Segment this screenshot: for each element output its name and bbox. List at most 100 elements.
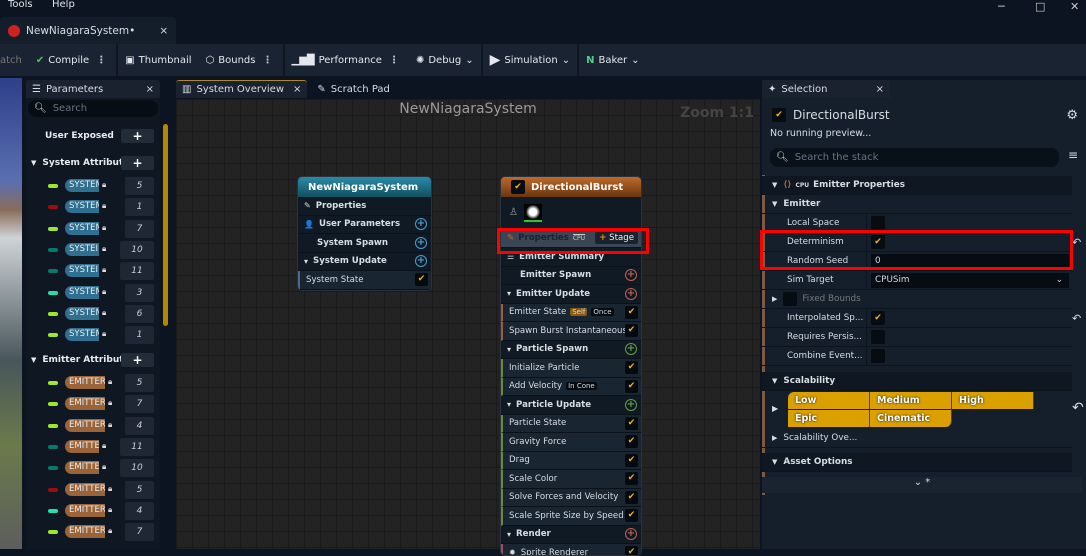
graph-canvas[interactable]: NewNiagaraSystem Zoom 1:1 NewNiagaraSyst…	[176, 99, 760, 556]
asset-options-header[interactable]: ▼ Asset Options	[762, 453, 1072, 472]
parameter-row[interactable]: EMITTE 🔒︎ 10	[26, 458, 160, 478]
baker-button[interactable]: N Baker ⌄	[579, 44, 646, 76]
module-enabled-checkbox[interactable]: ✔	[415, 273, 428, 287]
fixed-bounds-checkbox[interactable]	[783, 292, 798, 306]
emitter-attributes-header[interactable]: ▼ Emitter Attributes +	[26, 350, 160, 370]
property-row-fixed-bounds[interactable]: ▶ Fixed Bounds	[762, 290, 1072, 309]
emitter-properties-row[interactable]: ✎ Properties CPU + Stage	[501, 228, 641, 248]
add-user-parameter-button[interactable]: +	[121, 129, 154, 143]
parameter-name-pill[interactable]: SYSTEI	[65, 242, 99, 256]
scalability-level-medium[interactable]: Medium	[870, 392, 952, 409]
property-row-interpolated[interactable]: Interpolated Sp... ✔ ↶	[762, 309, 1081, 328]
close-tab-icon[interactable]: ×	[159, 24, 169, 37]
scalability-level-epic[interactable]: Epic	[788, 410, 870, 427]
close-window-button[interactable]: ✕	[1070, 0, 1080, 13]
property-row-random-seed[interactable]: Random Seed 0	[762, 252, 1072, 271]
parameter-name-pill[interactable]: EMITTER	[65, 503, 105, 517]
parameter-row[interactable]: SYSTEM🔒︎ 7	[26, 219, 160, 239]
viewport-preview[interactable]	[0, 78, 22, 549]
performance-options-icon[interactable]: ⋮	[388, 54, 399, 66]
system-attributes-header[interactable]: ▼ System Attributes +	[26, 153, 160, 173]
scalability-overrides-row[interactable]: ▶ Scalability Ove...	[762, 429, 1072, 448]
menu-tools[interactable]: Tools	[8, 0, 33, 10]
property-checkbox[interactable]	[871, 216, 885, 230]
parameter-name-pill[interactable]: SYSTEM	[65, 285, 99, 299]
parameter-name-pill[interactable]: EMITTER	[65, 418, 105, 432]
add-module-icon[interactable]: +	[415, 218, 427, 231]
simulation-button[interactable]: ▶ Simulation ⌄	[483, 44, 577, 76]
node-row[interactable]: System State ✔	[298, 271, 431, 290]
parameters-search[interactable]: 🔍︎ Search	[28, 100, 158, 117]
expand-arrow-icon[interactable]: ▶	[772, 295, 778, 303]
parameter-name-pill[interactable]: EMITTE	[65, 439, 99, 453]
module-enabled-checkbox[interactable]: ✔	[625, 546, 638, 555]
emitter-node[interactable]: ✔ DirectionalBurst ♙ ✎ Properties CPU + …	[500, 176, 642, 556]
add-module-icon[interactable]: +	[625, 269, 637, 282]
scalability-level-high[interactable]: High	[952, 392, 1034, 409]
bounds-options-icon[interactable]: ⋮	[262, 54, 273, 66]
scalability-header[interactable]: ▼ Scalability	[762, 372, 1072, 391]
parameter-name-pill[interactable]: EMITTER	[65, 482, 105, 496]
parameter-row[interactable]: SYSTEI 🔒︎ 11	[26, 261, 160, 281]
emitter-enabled-checkbox[interactable]: ✔	[511, 180, 525, 194]
node-row[interactable]: ▾ Emitter Update +	[501, 285, 641, 304]
module-enabled-checkbox[interactable]: ✔	[625, 416, 638, 430]
node-row[interactable]: Spawn Burst Instantaneous ✔	[501, 322, 641, 341]
property-row-sim-target[interactable]: Sim Target CPUSim ⌄	[762, 271, 1072, 290]
expand-arrow-icon[interactable]: ▶	[772, 404, 779, 413]
parameter-row[interactable]: EMITTER 🔒︎ 7	[26, 394, 160, 414]
show-advanced-button[interactable]: ⌄ *	[762, 477, 1082, 493]
tab-scratch-pad[interactable]: ✎ Scratch Pad	[311, 80, 395, 98]
add-module-icon[interactable]: +	[625, 528, 637, 541]
parameter-name-pill[interactable]: EMITTER	[65, 397, 105, 411]
module-enabled-checkbox[interactable]: ✔	[625, 324, 638, 338]
node-row[interactable]: ▾ System Update +	[298, 252, 431, 271]
add-emitter-attribute-button[interactable]: +	[121, 353, 154, 367]
node-row[interactable]: Emitter State Self Once ✔	[501, 303, 641, 322]
node-row[interactable]: 👤 User Parameters +	[298, 215, 431, 234]
parameter-name-pill[interactable]: SYSTEM	[65, 328, 99, 342]
add-module-icon[interactable]: +	[415, 255, 427, 268]
node-row[interactable]: Particle State ✔	[501, 414, 641, 433]
parameters-tab[interactable]: ☰ Parameters ×	[26, 80, 160, 98]
menu-help[interactable]: Help	[52, 0, 75, 10]
emitter-properties-header[interactable]: ▼ ⟨⟩ CPU Emitter Properties	[762, 176, 1072, 195]
stack-search-input[interactable]: 🔍︎ Search the stack	[770, 148, 1059, 167]
add-module-icon[interactable]: +	[625, 287, 637, 300]
module-enabled-checkbox[interactable]: ✔	[625, 472, 638, 486]
property-checkbox[interactable]: ✔	[871, 311, 885, 325]
parameter-row[interactable]: EMITTER 🔒︎ 4	[26, 416, 160, 436]
module-enabled-checkbox[interactable]: ✔	[625, 379, 638, 393]
compile-button[interactable]: ✔ Compile ⋮	[29, 44, 116, 76]
reset-icon[interactable]: ↶	[1072, 400, 1084, 416]
node-row[interactable]: ✹ Sprite Renderer ✔	[501, 544, 641, 555]
parameter-row[interactable]: EMITTER 🔒︎ 7	[26, 522, 160, 542]
parameter-row[interactable]: EMITTER 🔒︎ 4	[26, 501, 160, 521]
parameter-name-pill[interactable]: SYSTEI	[65, 264, 99, 278]
bounds-button[interactable]: ⬡ Bounds ⋮	[199, 44, 283, 76]
tab-system-overview[interactable]: ▥ System Overview ×	[176, 80, 308, 98]
system-node[interactable]: NewNiagaraSystem ✎ Properties 👤 User Parame…	[297, 176, 432, 291]
node-row[interactable]: Initialize Particle ✔	[501, 359, 641, 378]
parameter-row[interactable]: EMITTER 🔒︎ 5	[26, 480, 160, 500]
maximize-button[interactable]: □	[1035, 0, 1046, 13]
node-row[interactable]: Solve Forces and Velocity ✔	[501, 488, 641, 507]
parameter-name-pill[interactable]: EMITTE	[65, 461, 99, 475]
add-system-attribute-button[interactable]: +	[121, 156, 154, 170]
property-checkbox[interactable]: ✔	[871, 235, 885, 249]
node-row[interactable]: Drag ✔	[501, 451, 641, 470]
module-enabled-checkbox[interactable]: ✔	[625, 453, 638, 467]
add-module-icon[interactable]: +	[415, 236, 427, 249]
parameter-name-pill[interactable]: EMITTER	[65, 525, 105, 539]
node-row[interactable]: ▾ Render +	[501, 525, 641, 544]
add-stage-button[interactable]: + Stage	[595, 231, 638, 244]
module-enabled-checkbox[interactable]: ✔	[625, 305, 638, 319]
random-seed-input[interactable]: 0	[871, 253, 1069, 269]
selection-tab[interactable]: ✦ Selection ×	[762, 80, 890, 98]
node-row[interactable]: System Spawn +	[298, 234, 431, 253]
module-enabled-checkbox[interactable]: ✔	[625, 361, 638, 375]
parameter-row[interactable]: SYSTEI 🔒︎ 10	[26, 240, 160, 260]
close-tab-icon[interactable]: ×	[145, 83, 154, 95]
reset-to-default-icon[interactable]: ↶	[1072, 235, 1082, 249]
compile-options-icon[interactable]: ⋮	[96, 54, 107, 66]
